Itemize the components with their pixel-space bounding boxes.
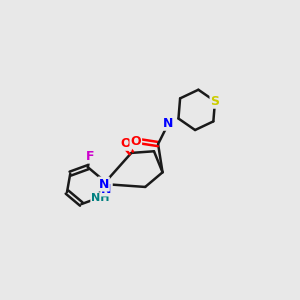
Text: N: N [163, 117, 174, 130]
Text: F: F [85, 150, 94, 163]
Text: NH: NH [91, 193, 110, 203]
Text: O: O [130, 135, 141, 148]
Text: S: S [211, 95, 220, 108]
Text: N: N [98, 178, 109, 190]
Text: O: O [120, 137, 131, 150]
Text: N: N [101, 182, 112, 196]
